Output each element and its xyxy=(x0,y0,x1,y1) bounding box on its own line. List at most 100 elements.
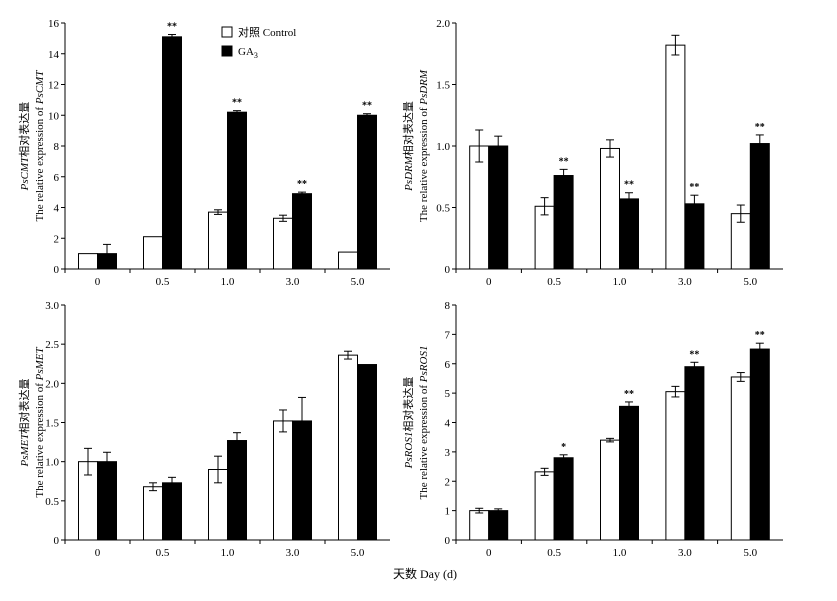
y-axis-label-text: The relative expression of xyxy=(418,382,430,499)
x-tick-label: 0 xyxy=(95,547,101,559)
ga3-bar xyxy=(553,175,574,270)
y-tick-label: 12 xyxy=(48,80,59,92)
y-tick-label: 6 xyxy=(54,172,60,184)
y-axis-label-text: 相对表达量 xyxy=(401,101,415,156)
significance-mark: ** xyxy=(167,22,177,33)
y-axis-gene-name: PsDRM xyxy=(418,69,430,106)
y-axis-gene-name: PsCMT xyxy=(19,156,31,192)
y-tick-label: 4 xyxy=(54,203,60,215)
legend-ga-subscript: 3 xyxy=(254,51,258,60)
y-tick-label: 1.5 xyxy=(436,80,450,92)
ga3-bar xyxy=(162,482,182,541)
y-tick-label: 1 xyxy=(445,506,451,518)
y-tick-label: 2.0 xyxy=(436,18,450,30)
y-axis-gene-name: PsROS1 xyxy=(403,432,415,470)
legend-ga-text: GA xyxy=(238,46,254,58)
y-tick-label: 2 xyxy=(54,233,60,245)
legend: 对照 Control GA3 xyxy=(221,25,296,60)
x-tick-label: 1.0 xyxy=(221,276,235,288)
ga3-bar xyxy=(619,405,639,541)
control-bar xyxy=(338,354,358,541)
y-tick-label: 2.0 xyxy=(45,378,59,390)
control-bar xyxy=(273,217,293,270)
ga3-bar xyxy=(227,440,247,541)
y-axis-gene-name: PsCMT xyxy=(34,70,46,106)
y-tick-label: 0.5 xyxy=(436,203,450,215)
y-tick-label: 3.0 xyxy=(45,300,59,312)
control-bar xyxy=(143,236,163,270)
x-tick-label: 0.5 xyxy=(547,276,561,288)
y-tick-label: 8 xyxy=(54,141,60,153)
control-bar xyxy=(665,391,686,541)
y-axis-label-en: The relative expression of PsDRM xyxy=(418,69,430,222)
y-tick-label: 1.5 xyxy=(45,418,59,430)
ga3-bar xyxy=(97,461,117,541)
ga3-bar xyxy=(749,143,770,270)
ga3-bar xyxy=(749,348,770,541)
control-bar xyxy=(78,253,98,270)
y-axis-label-text: 相对表达量 xyxy=(17,379,31,434)
y-axis-label-text: The relative expression of xyxy=(418,105,430,222)
y-tick-label: 3 xyxy=(445,447,451,459)
y-tick-label: 2 xyxy=(445,476,451,488)
y-tick-label: 0 xyxy=(445,535,451,547)
ga3-bar xyxy=(488,510,509,541)
ga3-bar xyxy=(619,198,639,270)
ga3-bar xyxy=(684,366,705,541)
control-bar xyxy=(600,439,620,541)
y-axis-label-text: 相对表达量 xyxy=(401,377,415,432)
significance-mark: ** xyxy=(232,98,242,109)
x-tick-label: 0 xyxy=(486,547,492,559)
y-tick-label: 1.0 xyxy=(436,141,450,153)
y-axis-gene-name: PsDRM xyxy=(403,155,415,192)
y-axis-label-text: 相对表达量 xyxy=(17,102,31,157)
significance-mark: ** xyxy=(362,101,372,112)
chart-panel-1: 0 2 4 6 8 10 12 14 16 0 0.5 ** 1.0 ** 3.0 ** 5.0 ** PsCMT相… xyxy=(17,18,390,288)
x-tick-label: 3.0 xyxy=(286,276,300,288)
chart-panel-4: 0 1 2 3 4 5 6 7 8 0 0.5 * 1.0 ** 3.0 ** 5.0 ** PsROS1相对表达量… xyxy=(401,300,783,559)
y-axis-gene-name: PsMET xyxy=(19,433,31,468)
y-axis-label-text: The relative expression of xyxy=(34,380,46,497)
y-axis-label-cn: PsCMT相对表达量 xyxy=(17,102,31,192)
x-tick-label: 1.0 xyxy=(613,547,627,559)
ga3-bar xyxy=(227,111,247,270)
legend-ga-swatch xyxy=(221,45,233,57)
y-axis-label-cn: PsROS1相对表达量 xyxy=(401,377,415,470)
y-axis-label-en: The relative expression of PsMET xyxy=(34,346,46,497)
y-tick-label: 7 xyxy=(445,329,451,341)
ga3-bar xyxy=(162,36,182,270)
legend-ga-label: GA3 xyxy=(238,46,258,60)
y-tick-label: 8 xyxy=(445,300,451,312)
x-tick-label: 1.0 xyxy=(221,547,235,559)
significance-mark: ** xyxy=(624,180,634,191)
y-tick-label: 2.5 xyxy=(45,339,59,351)
y-tick-label: 0.5 xyxy=(45,496,59,508)
x-tick-label: 5.0 xyxy=(743,547,757,559)
ga3-bar xyxy=(488,145,509,270)
x-tick-label: 0 xyxy=(95,276,101,288)
y-tick-label: 0 xyxy=(54,535,60,547)
control-bar xyxy=(730,376,751,541)
y-tick-label: 10 xyxy=(48,110,60,122)
y-tick-label: 16 xyxy=(48,18,60,30)
significance-mark: ** xyxy=(755,122,765,133)
chart-panel-3: 0 0.5 1.0 1.5 2.0 2.5 3.0 0 0.5 1.0 3.0 5.0 PsMET相对表… xyxy=(17,300,390,559)
significance-mark: * xyxy=(561,442,566,453)
y-tick-label: 0 xyxy=(54,264,60,276)
x-tick-label: 0 xyxy=(486,276,492,288)
ga3-bar xyxy=(357,114,377,270)
x-tick-label: 0.5 xyxy=(547,547,561,559)
chart-panel-2: 0 0.5 1.0 1.5 2.0 0 0.5 ** 1.0 ** 3.0 ** 5.0 ** PsDRM相… xyxy=(401,18,783,288)
x-tick-label: 3.0 xyxy=(678,547,692,559)
y-tick-label: 4 xyxy=(445,418,451,430)
y-tick-label: 5 xyxy=(445,388,451,400)
x-tick-label: 5.0 xyxy=(351,547,365,559)
ga3-bar xyxy=(292,193,312,270)
control-bar xyxy=(338,251,358,270)
significance-mark: ** xyxy=(755,330,765,341)
significance-mark: ** xyxy=(297,179,307,190)
x-tick-label: 0.5 xyxy=(156,276,170,288)
control-bar xyxy=(273,420,293,541)
